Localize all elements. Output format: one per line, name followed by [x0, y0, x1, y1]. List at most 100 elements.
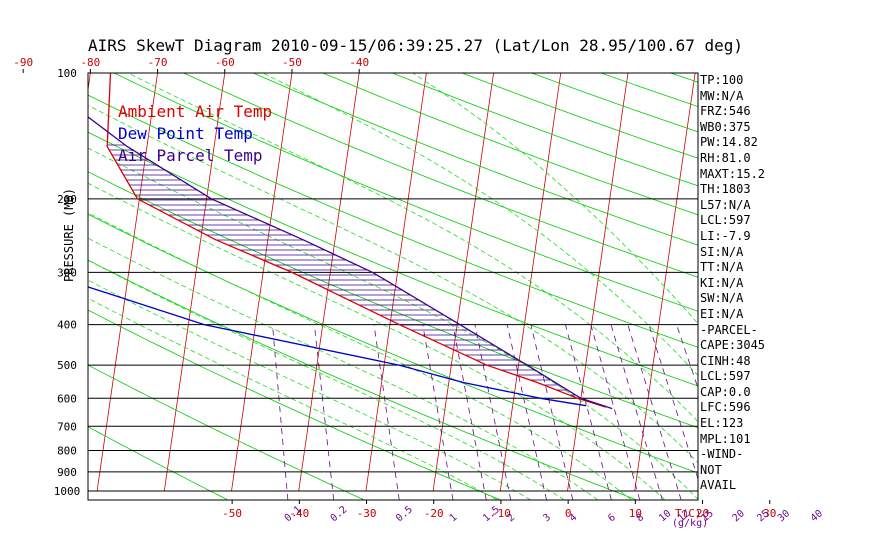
stat-item: MW:N/A: [700, 88, 744, 103]
top-temp-tick-label: -70: [148, 56, 168, 69]
isotherm-line: [163, 73, 226, 492]
stat-item: SW:N/A: [700, 291, 744, 306]
top-temp-tick-label: -40: [349, 56, 369, 69]
plot-frame: [87, 72, 699, 501]
moist-adiabat-line: [127, 73, 698, 423]
mixing-ratio-unit-label: (g/kg): [672, 518, 708, 529]
dry-adiabat-line: [88, 309, 501, 500]
pressure-tick-label: 700: [57, 420, 77, 433]
y-axis-label: PRESSURE (MB): [62, 188, 76, 282]
stat-item: LFC:596: [700, 400, 751, 415]
isotherm-line: [432, 73, 494, 492]
isotherm-line: [567, 73, 629, 492]
pressure-tick-label: 1000: [54, 485, 81, 498]
stat-item: LCL:597: [700, 369, 751, 384]
isotherm-line: [231, 73, 293, 492]
mixing-ratio-tick-label: 1: [448, 512, 460, 524]
mixing-ratio-tick-label: 4: [568, 512, 580, 524]
mixing-ratio-line: [610, 324, 663, 500]
moist-adiabat-line: [88, 212, 632, 500]
stat-item: -PARCEL-: [700, 322, 758, 337]
cape-hatching: [107, 144, 602, 406]
stat-item: MAXT:15.2: [700, 166, 766, 181]
moist-adiabat-line: [88, 182, 666, 500]
top-temp-tick-label: -60: [215, 56, 235, 69]
legend-ambient: Ambient Air Temp: [118, 102, 273, 121]
mixing-ratio-line: [272, 324, 289, 500]
pressure-tick-label: 900: [57, 466, 77, 479]
mixing-ratio-tick-label: 0.5: [394, 504, 415, 524]
mixing-ratio-line: [474, 324, 512, 500]
stat-item: NOT: [700, 462, 722, 477]
moist-adiabat-line: [412, 73, 698, 325]
sounding-profiles: [88, 73, 613, 410]
moist-adiabat-line: [88, 279, 531, 500]
mixing-ratio-tick-label: 6: [606, 512, 618, 524]
moist-adiabat-line: [88, 259, 565, 500]
mixing-ratio-line: [565, 324, 612, 500]
bottom-temp-tick-label: -50: [222, 507, 242, 520]
moist-adiabat-line: [88, 147, 698, 500]
bottom-temp-tick-label: -30: [357, 507, 377, 520]
stat-item: CAP:0.0: [700, 384, 751, 399]
mixing-ratio-tick-label: 3: [541, 512, 553, 524]
legend-parcel: Air Parcel Temp: [118, 146, 263, 165]
mixing-ratio-line: [373, 324, 400, 500]
stat-item: WB0:375: [700, 119, 751, 134]
isotherm-line: [0, 73, 23, 491]
dew-point-profile: [88, 286, 587, 407]
pressure-tick-label: 600: [57, 392, 77, 405]
mixing-ratio-line: [530, 324, 574, 500]
stat-item: MPL:101: [700, 431, 751, 446]
chart-title: AIRS SkewT Diagram 2010-09-15/06:39:25.2…: [88, 36, 744, 55]
mixing-ratio-line: [452, 324, 487, 500]
top-temp-tick-label: -90: [13, 56, 33, 69]
stat-item: RH:81.0: [700, 150, 751, 165]
bottom-temp-tick-label: 10: [629, 507, 642, 520]
top-temp-tick-label: -80: [80, 56, 100, 69]
mixing-ratio-tick-label: 8: [635, 512, 647, 524]
pressure-tick-label: 500: [57, 359, 77, 372]
bottom-temp-tick-label: -10: [491, 507, 511, 520]
stat-item: TT:N/A: [700, 260, 744, 275]
pressure-tick-label: 800: [57, 444, 77, 457]
pressure-tick-label: 300: [57, 266, 77, 279]
mixing-ratio-tick-label: 10: [657, 508, 673, 524]
pressure-tick-label: 200: [57, 193, 77, 206]
stat-item: KI:N/A: [700, 275, 744, 290]
mixing-ratio-line: [590, 324, 641, 500]
top-temp-tick-label: -50: [282, 56, 302, 69]
bottom-temp-tick-label: 0: [565, 507, 572, 520]
dry-adiabat-line: [88, 259, 637, 500]
bottom-temp-tick-label: 20: [696, 507, 709, 520]
legend-dewpoint: Dew Point Temp: [118, 124, 253, 143]
bottom-temp-tick-label: 30: [763, 507, 776, 520]
stat-item: TH:1803: [700, 182, 751, 197]
stat-item: FRZ:546: [700, 104, 751, 119]
bottom-temp-tick-label: -40: [289, 507, 309, 520]
mixing-ratio-tick-label: 0.2: [329, 504, 350, 524]
ambient-temperature-profile: [106, 73, 606, 408]
stat-item: AVAIL: [700, 478, 737, 493]
stat-item: EL:123: [700, 416, 744, 431]
moist-adiabat-line: [262, 73, 698, 376]
isotherm-line: [96, 73, 158, 492]
stat-item: CAPE:3045: [700, 338, 766, 353]
parcel-temperature-profile: [88, 116, 613, 410]
stat-item: EI:N/A: [700, 306, 744, 321]
stat-item: CINH:48: [700, 353, 751, 368]
stat-item: -WIND-: [700, 447, 744, 462]
mixing-ratio-tick-label: 30: [776, 508, 792, 524]
isotherm-line: [298, 73, 360, 492]
bottom-temp-unit-label: T(C): [675, 507, 702, 520]
background-grid: [0, 73, 698, 500]
stat-item: LI:-7.9: [700, 228, 751, 243]
mixing-ratio-tick-label: 40: [809, 508, 825, 524]
bottom-temp-tick-label: -20: [424, 507, 444, 520]
mixing-ratio-line: [676, 324, 698, 390]
dry-adiabat-line: [183, 73, 698, 278]
dry-adiabat-line: [88, 364, 365, 500]
mixing-ratio-line: [506, 324, 547, 500]
mixing-ratio-tick-label: 20: [731, 508, 747, 524]
